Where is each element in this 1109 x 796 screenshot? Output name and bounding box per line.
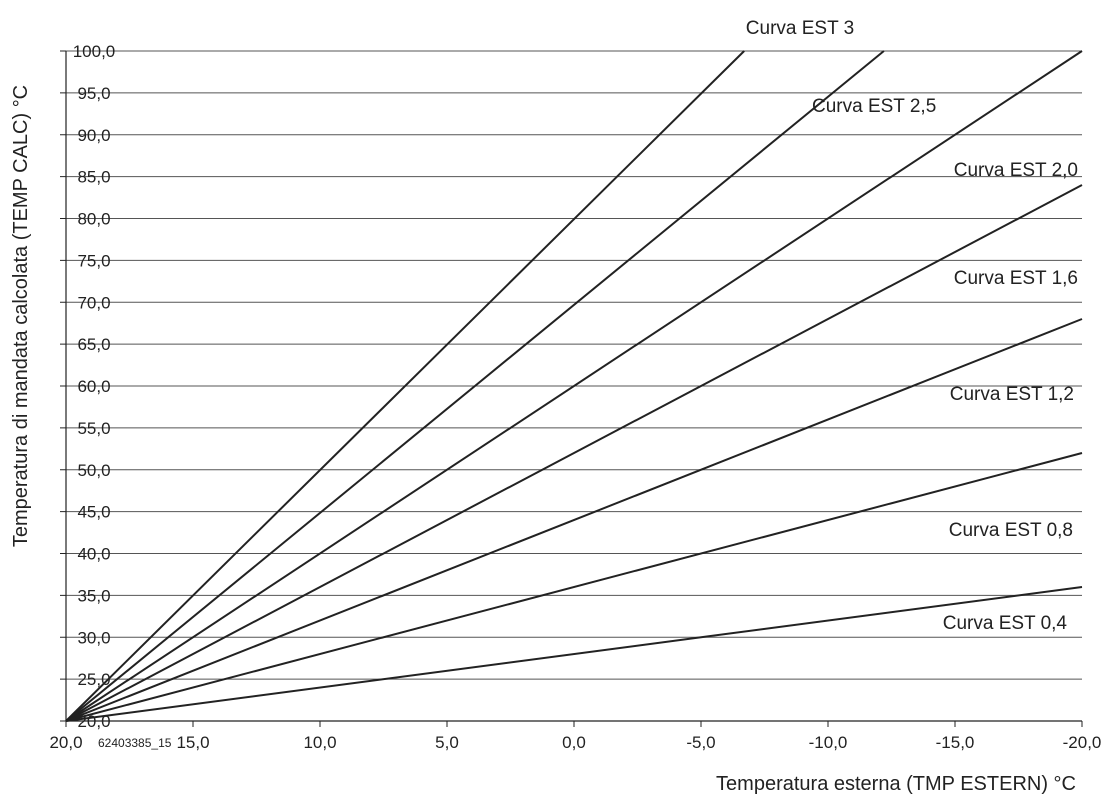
y-tick-label: 40,0: [77, 545, 110, 564]
series-label: Curva EST 0,8: [949, 520, 1073, 541]
series-line: [66, 185, 1082, 721]
series-line: [66, 319, 1082, 721]
y-tick-label: 65,0: [77, 335, 110, 354]
y-tick-label: 25,0: [77, 670, 110, 689]
series-label: Curva EST 1,6: [954, 268, 1078, 289]
y-tick-label: 55,0: [77, 419, 110, 438]
y-tick-label: 30,0: [77, 628, 110, 647]
series-label: Curva EST 1,2: [950, 384, 1074, 405]
series-labels: Curva EST 3 Curva EST 2,5 Curva EST 2,0 Cur…: [746, 18, 1078, 634]
x-tick-label: 5,0: [435, 733, 459, 752]
series-label: Curva EST 0,4: [943, 613, 1068, 634]
y-tick-label: 45,0: [77, 503, 110, 522]
series-label: Curva EST 2,0: [954, 160, 1078, 181]
y-tick-label: 60,0: [77, 377, 110, 396]
x-tick-label: -15,0: [936, 733, 975, 752]
x-tick-labels: 20,0 15,0 10,0 5,0 0,0 -5,0 -10,0 -15,0 -20,0: [49, 733, 1101, 752]
y-tick-label: 95,0: [77, 84, 110, 103]
y-tick-label: 100,0: [73, 42, 116, 61]
x-tick-label: 15,0: [176, 733, 209, 752]
y-tick-label: 70,0: [77, 293, 110, 312]
x-tick-label: 0,0: [562, 733, 586, 752]
x-tick-label: 20,0: [49, 733, 82, 752]
y-tick-label: 35,0: [77, 586, 110, 605]
series-line: [66, 453, 1082, 721]
x-tick-label: -20,0: [1063, 733, 1102, 752]
series-line: [66, 587, 1082, 721]
x-axis-title: Temperatura esterna (TMP ESTERN) °C: [716, 773, 1076, 795]
y-tick-label: 75,0: [77, 251, 110, 270]
series-label: Curva EST 3: [746, 18, 854, 39]
x-tick-label: 10,0: [303, 733, 336, 752]
y-tick-label: 80,0: [77, 210, 110, 229]
series-label: Curva EST 2,5: [812, 96, 936, 117]
y-tick-label: 85,0: [77, 168, 110, 187]
x-tick-label: -10,0: [809, 733, 848, 752]
gridlines: [66, 51, 1082, 679]
y-axis-title: Temperatura di mandata calcolata (TEMP C…: [10, 85, 32, 547]
y-tick-label: 90,0: [77, 126, 110, 145]
figure-code: 62403385_15: [98, 736, 172, 750]
y-tick-label: 50,0: [77, 461, 110, 480]
y-tick-labels: 20,025,030,035,040,045,050,055,060,065,0…: [73, 42, 116, 731]
x-tick-label: -5,0: [686, 733, 715, 752]
